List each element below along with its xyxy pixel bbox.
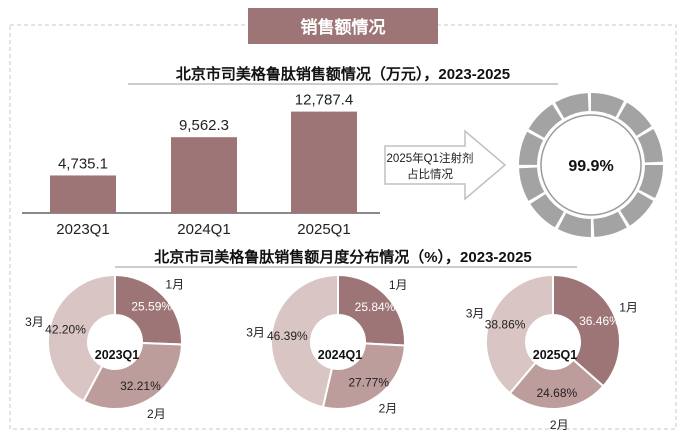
donut-percent-label: 24.68%	[536, 386, 577, 400]
donut-month-label: 3月	[25, 315, 44, 329]
bar-2024Q1	[171, 137, 237, 213]
donut-slice-2	[321, 342, 406, 410]
donut-center-label: 2023Q1	[95, 348, 140, 362]
donut-center-label: 2025Q1	[533, 348, 578, 362]
section-header	[248, 8, 438, 44]
donut-slice-2	[82, 341, 183, 410]
donut-2023Q1: 25.59% 1月 32.21% 2月 42.20%3月 2023Q1	[25, 273, 184, 421]
bar-category-label: 2023Q1	[56, 221, 109, 238]
donut-slice-1	[114, 273, 183, 346]
donut-2025Q1: 36.46%1月 24.68% 2月 38.86%3月 2025Q1	[466, 273, 638, 432]
donut-month-label: 1月	[389, 278, 408, 292]
section-title: 销售额情况	[301, 17, 386, 37]
bar-category-label: 2024Q1	[177, 221, 230, 238]
bar-value-label: 12,787.4	[295, 92, 353, 109]
arrow-icon	[384, 129, 507, 201]
monthly-chart-title: 北京市司美格鲁肽销售额月度分布情况（%），2023-2025	[154, 248, 532, 266]
donut-percent-label: 36.46%	[579, 314, 620, 328]
monthly-donut-charts: 25.59%1月32.21%2月42.20%3月2023Q125.84%1月27…	[25, 273, 638, 432]
gauge-value: 99.9%	[568, 158, 613, 175]
donut-slice-3	[270, 273, 339, 409]
bar-2025Q1	[291, 111, 357, 213]
bar-value-label: 4,735.1	[58, 155, 108, 172]
donut-percent-label: 27.77%	[348, 376, 389, 390]
donut-center-label: 2024Q1	[318, 348, 363, 362]
donut-slice-1	[337, 273, 406, 347]
donut-month-label: 2月	[550, 418, 569, 432]
donut-month-label: 3月	[246, 326, 265, 340]
bar-chart-title: 北京市司美格鲁肽销售额情况（万元），2023-2025	[176, 65, 510, 83]
arrow-text-line2: 占比情况	[407, 167, 453, 181]
donut-percent-label: 25.59%	[131, 300, 172, 314]
donut-month-label: 1月	[165, 277, 184, 291]
donut-percent-label: 46.39%	[267, 329, 308, 343]
donut-percent-label: 42.20%	[45, 323, 86, 337]
donut-percent-label: 25.84%	[355, 300, 396, 314]
donut-slice-2	[508, 358, 605, 410]
bar-category-label: 2025Q1	[297, 221, 350, 238]
gauge-ring	[519, 93, 663, 237]
injection-share-gauge: 99.9%	[519, 93, 663, 237]
donut-month-label: 2月	[379, 401, 398, 415]
donut-month-label: 3月	[466, 307, 485, 321]
donut-slice-3	[47, 273, 116, 403]
donut-slice-3	[485, 273, 554, 395]
bar-chart: 4,735.1 2023Q1 9,562.3 2024Q1 12,787.4 2025Q1	[22, 92, 380, 238]
donut-percent-label: 32.21%	[120, 379, 161, 393]
donut-slice-1	[552, 273, 621, 388]
donut-percent-label: 38.86%	[485, 318, 526, 332]
donut-2024Q1: 25.84% 1月 27.77% 2月 46.39%3月 2024Q1	[246, 273, 408, 415]
bar-2023Q1	[50, 175, 116, 213]
gauge-inner-circle	[540, 114, 642, 216]
donut-month-label: 1月	[619, 301, 638, 315]
arrow-text-line1: 2025年Q1注射剂	[387, 151, 474, 165]
donut-month-label: 2月	[147, 407, 166, 421]
bar-value-label: 9,562.3	[179, 117, 229, 134]
